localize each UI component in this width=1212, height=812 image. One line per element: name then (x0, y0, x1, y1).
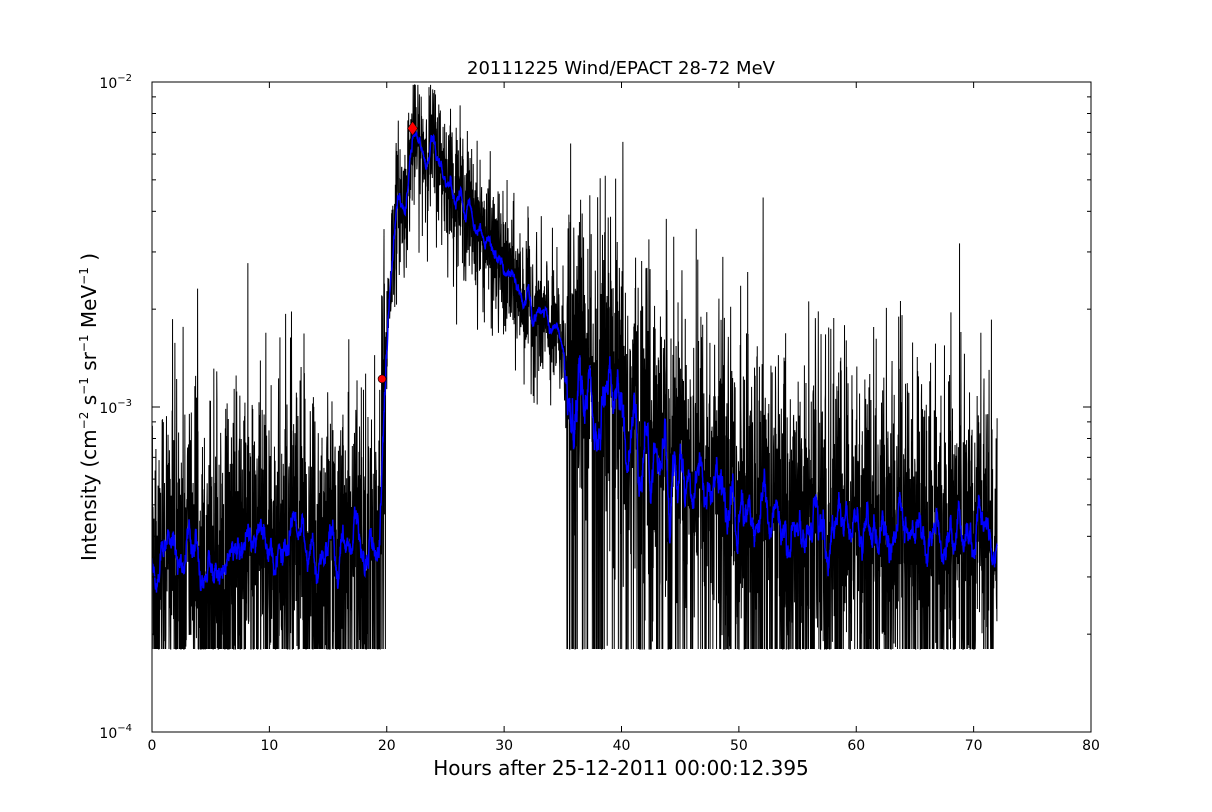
x-tick-label: 80 (1082, 738, 1100, 754)
y-tick-label: 10−3 (99, 398, 132, 417)
x-tick-label: 0 (148, 738, 157, 754)
raw-intensity-line (152, 84, 998, 650)
x-tick-label: 30 (495, 738, 513, 754)
y-tick-label: 10−2 (99, 73, 132, 92)
y-axis-label: Intensity (cm−2 s−1 sr−1 MeV−1 ) (77, 253, 101, 561)
chart-title: 20111225 Wind/EPACT 28-72 MeV (467, 58, 776, 79)
marker-layer (377, 120, 418, 384)
x-tick-label: 40 (613, 738, 631, 754)
y-tick-label: 10−4 (99, 723, 132, 742)
onset-marker (377, 374, 387, 384)
tick-layer: 0 10 20 30 40 50 60 70 80 10−4 10−3 10−2 (99, 73, 1099, 754)
x-axis-label: Hours after 25-12-2011 00:00:12.395 (433, 756, 809, 780)
x-tick-label: 50 (730, 738, 748, 754)
x-tick-label: 60 (847, 738, 865, 754)
x-tick-label: 10 (260, 738, 278, 754)
smoothed-intensity-line (152, 131, 998, 593)
peak-marker (407, 120, 418, 136)
x-tick-label: 70 (965, 738, 983, 754)
x-tick-label: 20 (378, 738, 396, 754)
series-layer (152, 84, 998, 650)
